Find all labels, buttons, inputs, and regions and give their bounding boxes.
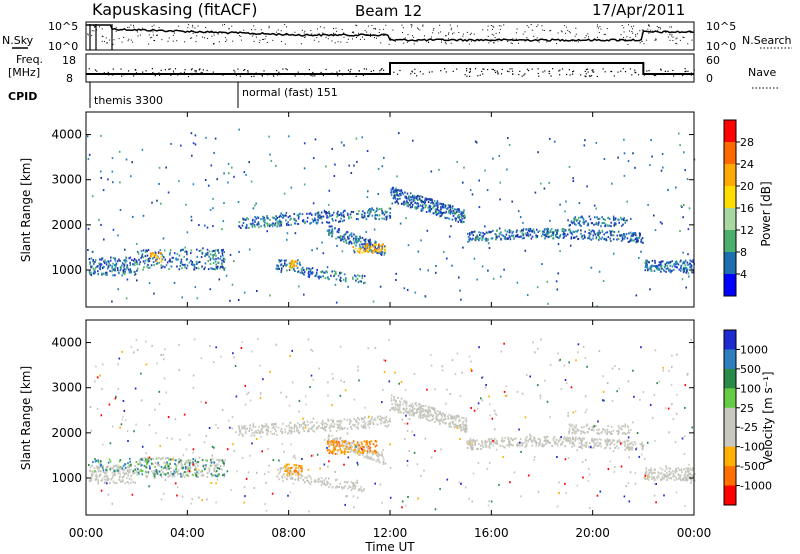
colorbar-swatch: [724, 186, 736, 209]
noise-tick-bottom-left: 10^0: [48, 40, 78, 53]
colorbar-tick-label: 24: [740, 158, 754, 171]
range-tick-label: 4000: [51, 336, 82, 350]
time-tick-label: 00:00: [69, 526, 104, 540]
freq-tick-bottom: 8: [66, 72, 73, 85]
colorbar-swatch: [724, 330, 736, 350]
colorbar-swatch: [724, 252, 736, 275]
velocity-y-axis: 1000 2000 3000 4000: [51, 336, 694, 485]
colorbar-swatch: [724, 120, 736, 143]
freq-label-1: Freq.: [16, 53, 43, 66]
velocity-scatter: [88, 338, 696, 513]
cpid-segment-2: normal (fast) 151: [242, 86, 338, 99]
range-tick-label: 1000: [51, 263, 82, 277]
time-tick-label: 16:00: [474, 526, 509, 540]
colorbar-tick-label: 500: [740, 363, 761, 376]
colorbar-swatch: [724, 446, 736, 467]
freq-tick-top: 18: [62, 54, 76, 67]
colorbar-swatch: [724, 230, 736, 253]
colorbar-tick-label: 12: [740, 224, 754, 237]
colorbar-tick-label: 28: [740, 136, 754, 149]
range-tick-label: 3000: [51, 381, 82, 395]
range-tick-label: 2000: [51, 218, 82, 232]
cpid-label: CPID: [8, 90, 37, 103]
time-axis-label: Time UT: [364, 540, 415, 554]
colorbar-swatch: [724, 466, 736, 487]
velocity-panel: 1000 2000 3000 4000 Slant Range [km] 1000 50…: [19, 319, 775, 516]
colorbar-swatch: [724, 427, 736, 448]
colorbar-swatch: [724, 368, 736, 389]
range-tick-label: 2000: [51, 426, 82, 440]
colorbar-tick-label: 25: [740, 402, 754, 415]
colorbar-tick-label: 1000: [740, 343, 768, 356]
colorbar-swatch: [724, 208, 736, 231]
colorbar-tick-label: 8: [740, 246, 747, 259]
noise-sky-label: N.Sky: [2, 34, 34, 47]
power-colorbar: 28 24 20 16 12 8 4: [723, 119, 754, 297]
power-colorbar-label: Power [dB]: [759, 181, 773, 246]
time-tick-label: 20:00: [575, 526, 610, 540]
colorbar-swatch: [724, 407, 736, 428]
velocity-colorbar-label: Velocity [m s⁻¹]: [761, 371, 775, 464]
date-title: 17/Apr/2011: [592, 1, 685, 19]
nave-tick-bottom: 0: [706, 72, 713, 85]
noise-trace: [86, 24, 695, 50]
noise-tick-bottom-right: 10^0: [706, 40, 736, 53]
noise-search-label: N.Search: [742, 34, 792, 47]
noise-tick-top-right: 10^5: [706, 20, 736, 33]
colorbar-swatch: [724, 485, 736, 506]
colorbar-tick-label: 4: [740, 268, 747, 281]
colorbar-tick-label: -25: [740, 421, 758, 434]
range-tick-label: 1000: [51, 471, 82, 485]
colorbar-tick-label: 16: [740, 202, 754, 215]
colorbar-tick-label: -100: [740, 441, 765, 454]
colorbar-tick-label: -1000: [740, 480, 772, 493]
cpid-segment-1: themis 3300: [94, 94, 163, 107]
range-tick-label: 4000: [51, 128, 82, 142]
time-tick-label: 08:00: [271, 526, 306, 540]
noise-panel: N.Sky 10^5 10^0 10^5 10^0 N.Search: [2, 20, 792, 53]
nave-tick-top: 60: [706, 54, 720, 67]
time-tick-label: 04:00: [170, 526, 205, 540]
power-scatter: [86, 128, 696, 308]
colorbar-tick-label: 100: [740, 382, 761, 395]
velocity-y-label: Slant Range [km]: [19, 366, 33, 470]
station-title: Kapuskasing (fitACF): [92, 0, 257, 19]
time-tick-label: 12:00: [373, 526, 408, 540]
colorbar-swatch: [724, 142, 736, 165]
power-panel: 1000 2000 3000 4000 Slant Range [km] 28 24 20…: [19, 111, 773, 308]
colorbar-swatch: [724, 388, 736, 409]
colorbar-tick-label: -500: [740, 460, 765, 473]
velocity-colorbar: 1000 500 100 25 -25 -100 -500 -1000: [723, 329, 772, 506]
colorbar-swatch: [724, 349, 736, 370]
colorbar-tick-label: 20: [740, 180, 754, 193]
colorbar-swatch: [724, 274, 736, 297]
beam-title: Beam 12: [355, 2, 422, 20]
noise-tick-top-left: 10^5: [48, 20, 78, 33]
freq-trace: [86, 62, 695, 78]
nave-label: Nave: [748, 66, 776, 79]
time-axis: 00:00 04:00 08:00 12:00 16:00 20:00 00:00: [69, 112, 712, 540]
range-tick-label: 3000: [51, 173, 82, 187]
colorbar-swatch: [724, 164, 736, 187]
freq-label-2: [MHz]: [8, 66, 40, 79]
time-tick-label: 00:00: [677, 526, 712, 540]
freq-panel: Freq. [MHz] 18 8 60 0 Nave CPID themis 3…: [8, 53, 778, 108]
power-y-axis: 1000 2000 3000 4000: [51, 128, 694, 277]
power-y-label: Slant Range [km]: [19, 158, 33, 262]
